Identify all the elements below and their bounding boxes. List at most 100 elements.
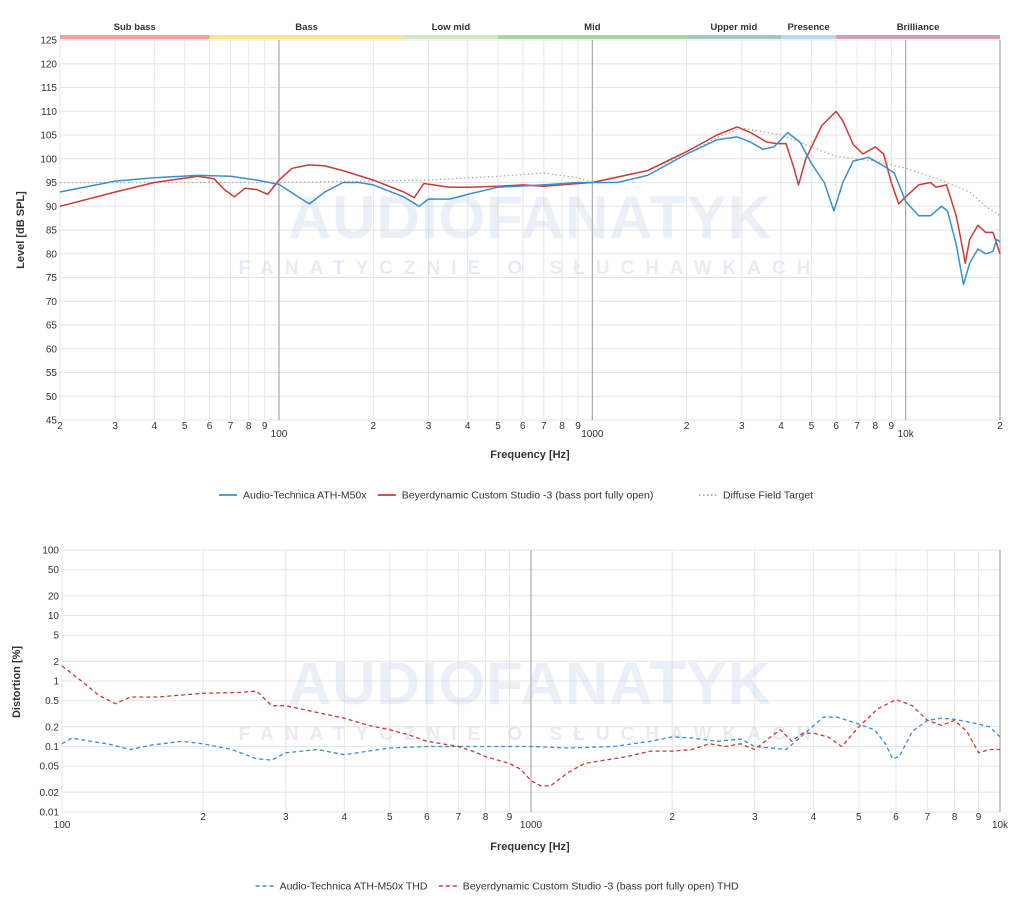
fr-y-tick-85: 85 bbox=[46, 226, 58, 237]
fr-x-tick-30: 3 bbox=[112, 421, 118, 432]
thd-x-tick-7000: 7 bbox=[925, 812, 931, 823]
thd-legend: Audio-Technica ATH-M50x THD Beyerdynamic … bbox=[255, 881, 739, 893]
band-bar-sub-bass bbox=[60, 35, 210, 39]
band-label-low-mid: Low mid bbox=[432, 22, 471, 33]
thd-x-tick-5000: 5 bbox=[856, 812, 862, 823]
fr-series-audio-technica-ath-m50x bbox=[59, 131, 1001, 286]
thd-y-tick-0-05: 0.05 bbox=[40, 762, 60, 773]
thd-series bbox=[61, 665, 1001, 787]
fr-x-axis-title: Frequency [Hz] bbox=[490, 449, 570, 461]
fr-y-tick-110: 110 bbox=[41, 107, 57, 118]
fr-x-tick-2000: 2 bbox=[684, 421, 690, 432]
fr-watermark: AUDIOFANATYK FANATYCZNIE O SŁUCHAWKACH bbox=[239, 184, 811, 279]
fr-legend: Audio-Technica ATH-M50x Beyerdynamic Cust… bbox=[219, 490, 813, 502]
fr-x-tick-200: 2 bbox=[371, 421, 377, 432]
fr-y-tick-125: 125 bbox=[40, 36, 57, 47]
thd-x-tick-9000: 9 bbox=[976, 812, 982, 823]
fr-y-tick-70: 70 bbox=[46, 297, 58, 308]
fr-x-tick-20000: 2 bbox=[997, 421, 1003, 432]
band-label-upper-mid: Upper mid bbox=[710, 22, 757, 33]
thd-watermark-logo: AUDIOFANATYK bbox=[288, 650, 772, 717]
frequency-response-chart: Sub bass Bass Low mid Mid Upper mid Presence B… bbox=[15, 22, 1003, 502]
fr-watermark-logo: AUDIOFANATYK bbox=[288, 184, 772, 251]
fr-x-tick-60: 6 bbox=[207, 421, 213, 432]
fr-frequency-bands: Sub bass Bass Low mid Mid Upper mid Presence B… bbox=[60, 22, 1000, 39]
fr-x-tick-10000: 10k bbox=[898, 429, 915, 440]
fr-x-tick-70: 7 bbox=[228, 421, 234, 432]
thd-x-tick-2000: 2 bbox=[669, 812, 675, 823]
fr-x-tick-900: 9 bbox=[575, 421, 581, 432]
fr-y-tick-105: 105 bbox=[40, 131, 57, 142]
fr-x-tick-700: 7 bbox=[541, 421, 547, 432]
fr-x-tick-80: 8 bbox=[246, 421, 252, 432]
fr-y-tick-75: 75 bbox=[46, 273, 58, 284]
thd-x-tick-900: 9 bbox=[507, 812, 513, 823]
fr-x-tick-6000: 6 bbox=[833, 421, 839, 432]
band-label-bass: Bass bbox=[295, 22, 318, 33]
fr-series-diffuse-field-target bbox=[60, 127, 1001, 217]
fr-legend-label-diffuse-field-target[interactable]: Diffuse Field Target bbox=[723, 490, 813, 502]
fr-series bbox=[59, 110, 1001, 286]
fr-y-tick-65: 65 bbox=[46, 321, 58, 332]
fr-y-tick-100: 100 bbox=[40, 154, 57, 165]
fr-x-tick-40: 4 bbox=[152, 421, 158, 432]
thd-legend-label-audio-technica-ath-m50x-thd[interactable]: Audio-Technica ATH-M50x THD bbox=[280, 881, 428, 893]
fr-legend-label-beyerdynamic-custom-studio-3-bass-port-fully-open[interactable]: Beyerdynamic Custom Studio -3 (bass port… bbox=[402, 490, 654, 502]
thd-grid bbox=[61, 549, 1001, 813]
thd-series-beyerdynamic-custom-studio-3-bass-port-fully-open-thd bbox=[61, 665, 1000, 787]
thd-y-tick-10: 10 bbox=[48, 611, 60, 622]
band-bar-bass bbox=[209, 35, 404, 39]
fr-x-tick-800: 8 bbox=[559, 421, 565, 432]
fr-y-tick-labels: 45 50 55 60 65 70 75 80 85 90 95 100 105 110 115 120 125 bbox=[40, 36, 57, 427]
thd-x-tick-600: 6 bbox=[424, 812, 430, 823]
fr-x-tick-4000: 4 bbox=[778, 421, 784, 432]
thd-x-tick-10000: 10k bbox=[992, 820, 1009, 831]
fr-y-tick-95: 95 bbox=[46, 178, 58, 189]
fr-y-tick-120: 120 bbox=[40, 59, 57, 70]
fr-x-tick-600: 6 bbox=[520, 421, 526, 432]
fr-y-axis-title: Level [dB SPL] bbox=[15, 191, 27, 269]
thd-x-tick-400: 4 bbox=[342, 812, 348, 823]
thd-y-tick-1: 1 bbox=[53, 677, 59, 688]
fr-series-beyerdynamic-custom-studio-3-bass-port-fully-open bbox=[59, 110, 1001, 265]
thd-x-tick-3000: 3 bbox=[752, 812, 758, 823]
fr-x-tick-400: 4 bbox=[465, 421, 471, 432]
band-label-presence: Presence bbox=[787, 22, 829, 33]
thd-y-tick-20: 20 bbox=[48, 591, 60, 602]
fr-y-tick-55: 55 bbox=[46, 368, 58, 379]
distortion-chart: AUDIOFANATYK FANATYCZNIE O SŁUCHAWKACH 1… bbox=[11, 546, 1009, 893]
fr-x-tick-1000: 1000 bbox=[581, 429, 604, 440]
fr-legend-label-audio-technica-ath-m50x[interactable]: Audio-Technica ATH-M50x bbox=[243, 490, 367, 502]
thd-x-axis-title: Frequency [Hz] bbox=[490, 841, 570, 853]
thd-y-tick-50: 50 bbox=[48, 565, 60, 576]
fr-y-tick-115: 115 bbox=[41, 83, 57, 94]
thd-x-tick-1000: 1000 bbox=[520, 820, 543, 831]
thd-x-tick-800: 8 bbox=[483, 812, 489, 823]
fr-x-tick-100: 100 bbox=[271, 429, 288, 440]
thd-x-tick-labels: 100 2 3 4 5 6 7 8 9 1000 2 3 4 5 6 7 8 9 10k bbox=[54, 812, 1009, 831]
thd-legend-label-beyerdynamic-custom-studio-3-bass-port-fully-open-thd[interactable]: Beyerdynamic Custom Studio -3 (bass port… bbox=[463, 881, 739, 893]
thd-y-tick-5: 5 bbox=[53, 631, 59, 642]
band-bar-mid bbox=[498, 35, 687, 39]
fr-y-tick-45: 45 bbox=[46, 416, 58, 427]
fr-x-tick-50: 5 bbox=[182, 421, 188, 432]
fr-y-tick-90: 90 bbox=[46, 202, 58, 213]
fr-y-tick-80: 80 bbox=[46, 249, 58, 260]
thd-y-tick-100: 100 bbox=[42, 546, 59, 557]
band-label-brilliance: Brilliance bbox=[897, 22, 940, 33]
thd-y-tick-0-2: 0.2 bbox=[45, 722, 59, 733]
fr-x-tick-500: 5 bbox=[495, 421, 501, 432]
thd-y-tick-0-1: 0.1 bbox=[45, 742, 59, 753]
thd-watermark-tagline: FANATYCZNIE O SŁUCHAWKACH bbox=[239, 724, 822, 745]
fr-x-tick-5000: 5 bbox=[809, 421, 815, 432]
band-bar-presence bbox=[780, 35, 837, 39]
fr-y-tick-60: 60 bbox=[46, 344, 58, 355]
thd-y-axis-title: Distortion [%] bbox=[11, 646, 23, 718]
thd-y-tick-0-5: 0.5 bbox=[45, 696, 59, 707]
fr-x-tick-20: 2 bbox=[57, 421, 63, 432]
thd-y-tick-labels: 0.01 0.02 0.05 0.1 0.2 0.5 1 2 5 10 20 50 100 bbox=[40, 546, 60, 819]
thd-watermark: AUDIOFANATYK FANATYCZNIE O SŁUCHAWKACH bbox=[239, 650, 822, 745]
thd-x-tick-100: 100 bbox=[54, 820, 71, 831]
band-bar-brilliance bbox=[836, 35, 1000, 39]
